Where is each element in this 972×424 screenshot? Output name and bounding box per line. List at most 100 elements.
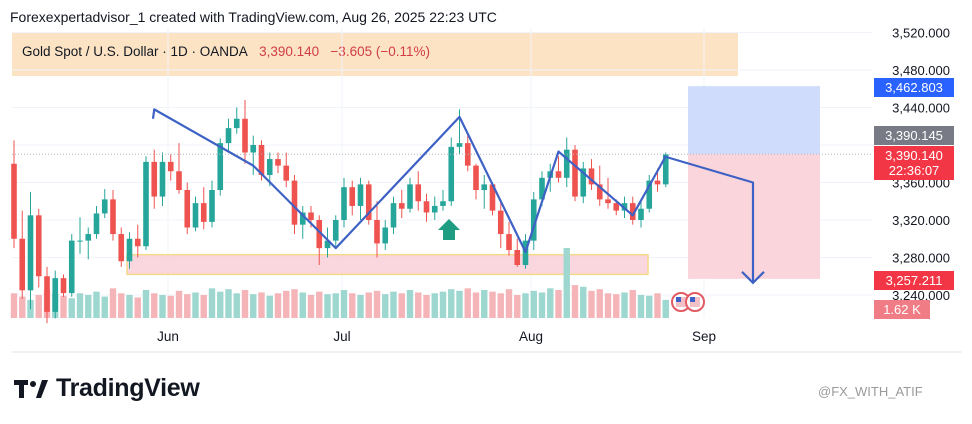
candle-body[interactable] xyxy=(588,168,595,185)
last-price-label-text: 3,390.140 xyxy=(885,148,943,163)
candle-body[interactable] xyxy=(209,190,215,222)
candle-body[interactable] xyxy=(654,180,661,185)
candle-body[interactable] xyxy=(217,143,224,190)
candle-body[interactable] xyxy=(530,199,537,241)
candle-body[interactable] xyxy=(423,201,430,213)
candle-body[interactable] xyxy=(481,184,488,190)
candle-body[interactable] xyxy=(464,143,471,166)
last-price-label-box[interactable] xyxy=(874,146,954,180)
entry-price-label-box[interactable] xyxy=(874,126,954,145)
price-axis-tick: 3,520.000 xyxy=(892,26,950,41)
candle-body[interactable] xyxy=(283,165,290,181)
volume-bar xyxy=(208,288,216,318)
candle-body[interactable] xyxy=(60,278,67,294)
candle-body[interactable] xyxy=(19,238,26,291)
candle-body[interactable] xyxy=(489,184,496,211)
price-axis-tick: 3,240.000 xyxy=(892,288,950,303)
candle-body[interactable] xyxy=(365,184,372,220)
candle-body[interactable] xyxy=(250,145,257,153)
candle-body[interactable] xyxy=(291,180,298,225)
candle-body[interactable] xyxy=(159,161,166,197)
projection-line[interactable] xyxy=(663,155,755,283)
candle-body[interactable] xyxy=(638,208,644,220)
candle-body[interactable] xyxy=(662,154,669,185)
candle-body[interactable] xyxy=(596,184,603,200)
candle-body[interactable] xyxy=(514,250,521,265)
candle-body[interactable] xyxy=(398,203,405,209)
candle-body[interactable] xyxy=(390,203,397,228)
candle-body[interactable] xyxy=(68,240,75,294)
candle-body[interactable] xyxy=(580,168,587,197)
candle-body[interactable] xyxy=(151,161,158,197)
candle-body[interactable] xyxy=(539,177,545,200)
candle-body[interactable] xyxy=(233,118,240,129)
volume-bar xyxy=(134,297,141,318)
candle-body[interactable] xyxy=(456,143,463,147)
candle-body[interactable] xyxy=(110,199,116,235)
candle-body[interactable] xyxy=(134,238,141,247)
target-zone[interactable] xyxy=(688,86,820,155)
candle-body[interactable] xyxy=(563,149,570,178)
candle-body[interactable] xyxy=(101,199,108,214)
candle-body[interactable] xyxy=(85,234,92,241)
candle-body[interactable] xyxy=(374,220,380,244)
pattern-trendline[interactable] xyxy=(151,108,667,253)
candle-body[interactable] xyxy=(118,234,125,262)
volume-bar xyxy=(604,293,612,318)
candle-body[interactable] xyxy=(11,163,17,239)
volume-bar xyxy=(439,291,447,318)
candle-body[interactable] xyxy=(308,212,314,221)
candle-body[interactable] xyxy=(629,203,636,220)
candle-body[interactable] xyxy=(497,210,504,235)
candle-body[interactable] xyxy=(52,278,59,312)
candle-body[interactable] xyxy=(646,180,653,209)
candle-body[interactable] xyxy=(93,213,100,235)
candle-body[interactable] xyxy=(35,215,42,277)
candle-body[interactable] xyxy=(415,184,422,202)
candle-body[interactable] xyxy=(200,203,207,222)
candle-body[interactable] xyxy=(349,187,356,206)
symbol-name: Gold Spot / U.S. Dollar · 1D · OANDA xyxy=(22,44,248,59)
candle-body[interactable] xyxy=(473,165,479,190)
symbol-legend[interactable]: Gold Spot / U.S. Dollar · 1D · OANDA 3,3… xyxy=(22,44,430,59)
volume-bar xyxy=(423,294,430,318)
candle-body[interactable] xyxy=(299,212,306,225)
candle-body[interactable] xyxy=(431,205,438,213)
candle-body[interactable] xyxy=(44,276,50,312)
candle-body[interactable] xyxy=(448,146,455,202)
candle-body[interactable] xyxy=(192,203,199,228)
volume-bar xyxy=(448,289,455,318)
volume-bar xyxy=(109,288,117,318)
volume-bar xyxy=(538,292,546,318)
candle-body[interactable] xyxy=(357,184,364,206)
volume-bar xyxy=(580,286,587,318)
candle-body[interactable] xyxy=(407,184,413,209)
candle-body[interactable] xyxy=(341,187,347,220)
candle-body[interactable] xyxy=(275,159,281,166)
candle-body[interactable] xyxy=(605,199,611,204)
candle-body[interactable] xyxy=(77,240,83,242)
candle-body[interactable] xyxy=(440,201,446,206)
candle-body[interactable] xyxy=(176,171,182,190)
candle-body[interactable] xyxy=(242,118,248,153)
candle-body[interactable] xyxy=(167,161,174,172)
stop-price-label-box[interactable] xyxy=(874,271,954,290)
candle-body[interactable] xyxy=(184,190,191,228)
target-price-label-box[interactable] xyxy=(874,78,954,97)
candle-body[interactable] xyxy=(225,128,232,144)
candle-body[interactable] xyxy=(572,149,578,197)
volume-bar xyxy=(35,294,42,318)
candle-body[interactable] xyxy=(27,215,34,291)
candle-body[interactable] xyxy=(258,145,265,175)
candle-body[interactable] xyxy=(613,203,620,211)
candle-body[interactable] xyxy=(324,240,331,249)
candle-body[interactable] xyxy=(555,171,562,178)
candle-body[interactable] xyxy=(506,234,512,250)
candle-body[interactable] xyxy=(143,161,149,247)
candle-body[interactable] xyxy=(332,220,339,241)
candle-body[interactable] xyxy=(126,238,133,262)
candle-body[interactable] xyxy=(382,227,389,244)
candle-body[interactable] xyxy=(316,220,323,249)
candle-body[interactable] xyxy=(266,159,273,175)
